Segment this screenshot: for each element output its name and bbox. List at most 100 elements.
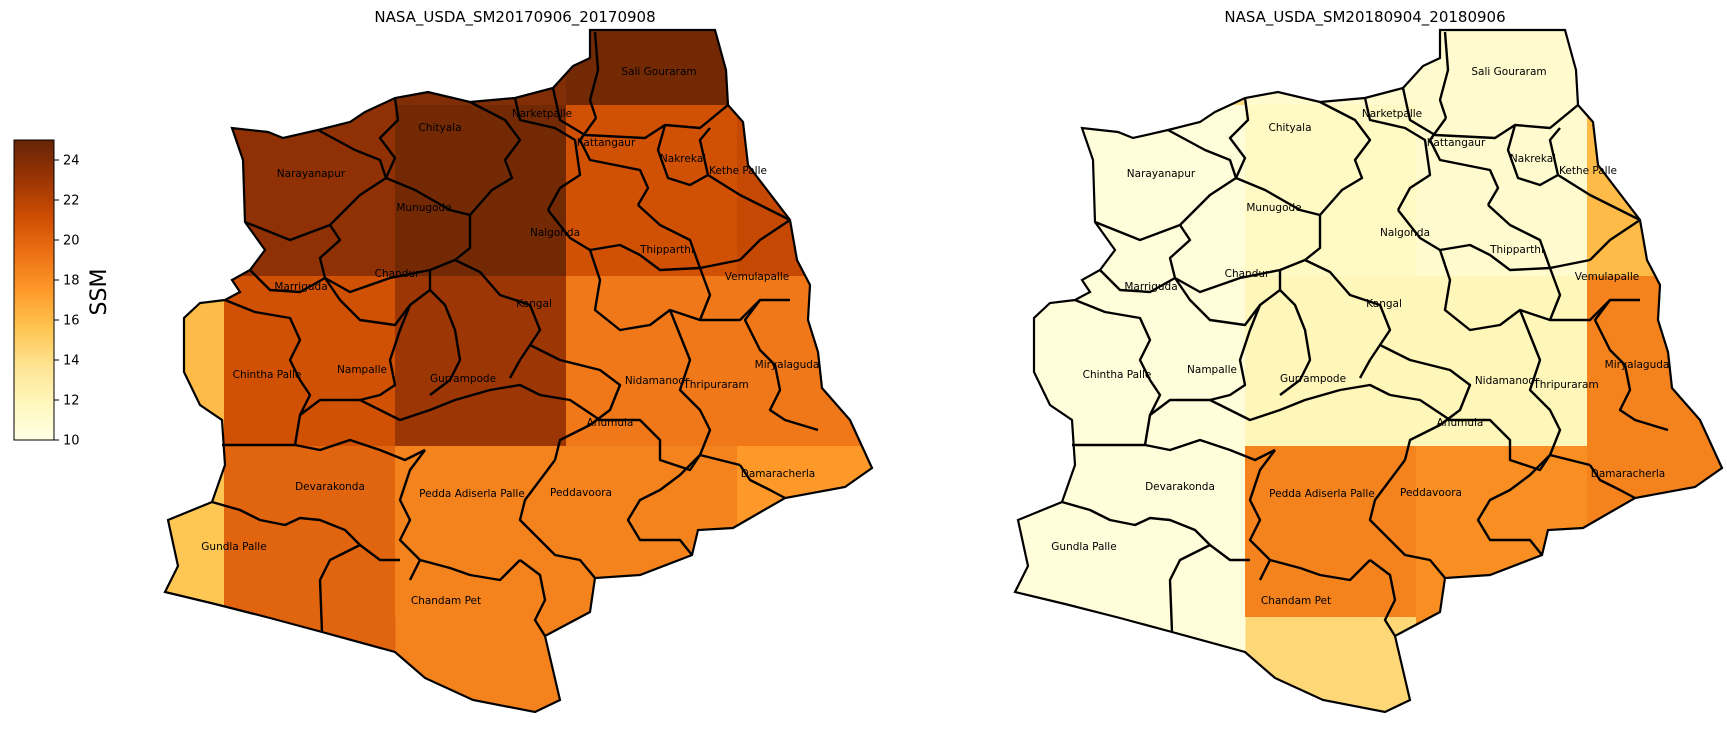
mandal-boundary <box>1428 117 1500 206</box>
ssm-cell <box>1015 617 1075 712</box>
mandal-boundary <box>1557 173 1641 222</box>
mandal-label: Thipparthi <box>639 244 694 256</box>
mandal-label: Chandur <box>1225 268 1270 280</box>
mandal-boundary <box>469 100 522 216</box>
ssm-cell <box>1074 617 1246 712</box>
mandal-boundary <box>1487 204 1552 269</box>
mandal-boundaries-1 <box>211 31 819 637</box>
colorbar-tick-label: 16 <box>63 314 80 329</box>
mandal-label: Miryalaguda <box>1605 359 1670 371</box>
ssm-cell <box>566 30 738 106</box>
mandal-label: Thipparthi <box>1489 244 1544 256</box>
mandal-boundary <box>518 459 596 579</box>
mandal-label: Chandam Pet <box>411 595 481 607</box>
mandal-label: Munugode <box>1246 202 1301 214</box>
ssm-cell <box>908 617 1080 747</box>
mandal-boundary <box>1379 343 1472 461</box>
map-title-1: NASA_USDA_SM20170906_20170908 <box>374 8 655 27</box>
mandal-label: Pedda Adiserla Palle <box>1269 488 1375 500</box>
mandal-boundary <box>1279 289 1312 396</box>
mandal-label: Sali Gouraram <box>621 66 696 78</box>
mandal-boundary <box>211 500 400 562</box>
colorbar-tick-label: 12 <box>63 394 80 409</box>
ssm-cell <box>1245 105 1417 277</box>
ssm-cell <box>1587 105 1722 277</box>
colorbar-tick-label: 18 <box>63 274 80 289</box>
mandal-boundary <box>318 543 361 633</box>
ssm-cell <box>1587 617 1722 712</box>
mandal-label: Nampalle <box>337 364 387 376</box>
mandal-boundary <box>739 219 791 261</box>
ssm-cell <box>224 30 396 106</box>
ssm-cell <box>1015 446 1075 618</box>
mandal-label: Miryalaguda <box>755 359 820 371</box>
mandal-label: Vemulapalle <box>1575 271 1639 283</box>
mandal-label: Gundla Palle <box>1051 541 1116 553</box>
mandal-boundary <box>249 269 326 294</box>
mandal-boundary <box>1228 97 1250 179</box>
mandal-boundary <box>1279 215 1322 272</box>
mandal-label: Narketpalle <box>512 108 572 120</box>
mandal-boundary <box>739 464 786 500</box>
mandal-label: Kattangaur <box>1427 137 1486 149</box>
mandal-boundary <box>1094 220 1181 242</box>
mandal-boundary <box>578 117 650 206</box>
mandal-label: Kattangaur <box>577 137 636 149</box>
mandal-boundary <box>1589 219 1641 261</box>
mandal-boundary <box>519 559 547 637</box>
map-title-2: NASA_USDA_SM20180904_20180906 <box>1224 8 1505 27</box>
mandal-label: Kethe Palle <box>1559 165 1617 177</box>
mandal-label: Chityala <box>418 122 461 134</box>
ssm-cell <box>1074 446 1246 618</box>
mandal-boundary <box>1506 124 1561 187</box>
mandal-label: Kangal <box>516 298 552 310</box>
mandal-boundary <box>707 173 791 222</box>
mandal-boundary <box>588 31 600 119</box>
ssm-cell <box>395 276 567 448</box>
mandal-boundary <box>551 87 729 140</box>
ssm-cell <box>165 617 225 712</box>
ssm-cell <box>566 276 738 448</box>
mandal-boundary <box>529 343 622 461</box>
ssm-cell <box>224 276 396 448</box>
mandal-label: Anumula <box>587 417 634 429</box>
ssm-cell <box>737 105 872 277</box>
mandal-label: Chityala <box>1268 122 1311 134</box>
colorbar-tick-label: 24 <box>63 154 80 169</box>
mandal-boundary <box>378 97 400 179</box>
ssm-cell <box>395 446 567 618</box>
mandal-boundary <box>668 309 741 467</box>
mandal-label: Damaracherla <box>1591 468 1666 480</box>
mandal-label: Kethe Palle <box>709 165 767 177</box>
mandal-label: Nampalle <box>1187 364 1237 376</box>
mandal-label: Nalgonda <box>530 227 580 239</box>
mandal-label: Pedda Adiserla Palle <box>419 488 525 500</box>
mandal-boundary <box>1304 258 1392 379</box>
colorbar-tick-label: 20 <box>63 234 80 249</box>
mandal-label: Gurrampode <box>1280 373 1346 385</box>
ssm-cell <box>737 617 872 712</box>
mandal-boundary <box>1061 500 1250 562</box>
ssm-cell <box>224 617 396 712</box>
ssm-cell <box>1587 30 1722 106</box>
ssm-cell <box>566 617 738 712</box>
mandal-label: Vemulapalle <box>725 271 789 283</box>
mandal-boundary <box>1269 558 1371 582</box>
ssm-cell <box>1416 446 1588 618</box>
colorbar-tick-label: 10 <box>63 434 80 449</box>
map-panel-1: NASA_USDA_SM20170906_20170908 Sali Goura… <box>163 8 1080 747</box>
mandal-label: Nalgonda <box>1380 227 1430 239</box>
mandal-boundary <box>588 249 790 332</box>
mandal-boundary <box>454 258 542 379</box>
mandal-label: Nakrekal <box>660 153 706 165</box>
mandal-labels-2: Sali Gouraram Chityala Narketpalle Kattanga… <box>1051 66 1669 607</box>
mandal-boundary <box>1149 383 1391 422</box>
ssm-cell <box>395 617 567 712</box>
ssm-cell <box>908 105 1080 277</box>
ssm-cell <box>395 105 567 277</box>
ssm-cell <box>1416 30 1588 106</box>
ssm-cell <box>1015 105 1075 277</box>
mandal-boundary <box>429 289 462 396</box>
mandal-boundary <box>1369 559 1397 637</box>
